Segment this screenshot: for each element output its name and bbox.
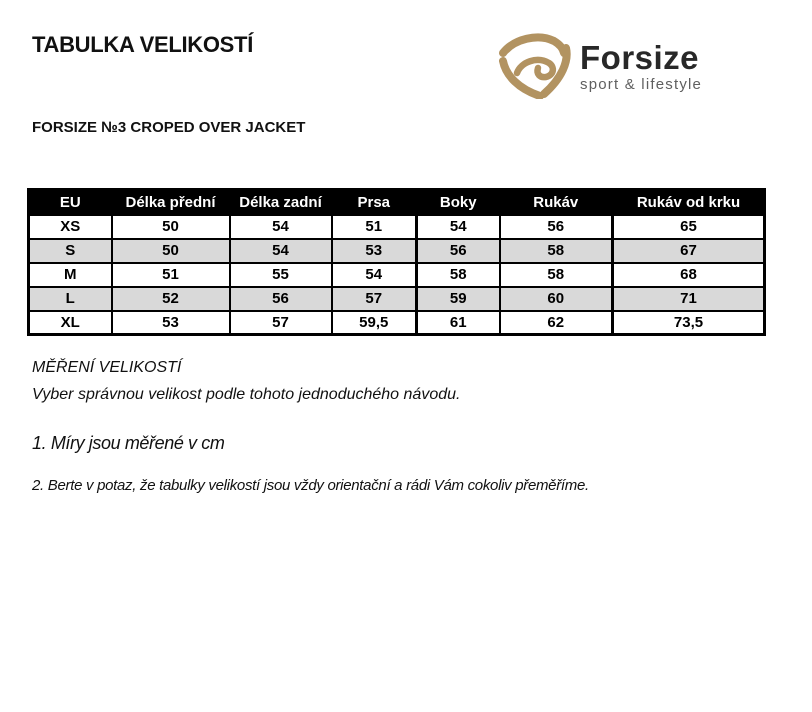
value-cell: 53 [330,237,418,264]
value-cell: 68 [611,261,766,288]
value-cell: 51 [330,213,418,240]
table-row-s: S 50 54 53 56 58 67 [27,237,766,264]
value-cell: 56 [415,237,501,264]
value-cell: 58 [415,261,501,288]
value-cell: 54 [415,213,501,240]
table-row-l: L 52 56 57 59 60 71 [27,285,766,312]
notes-heading: MĚŘENÍ VELIKOSTÍ [32,359,182,376]
value-cell: 59 [415,285,501,312]
size-cell: S [27,237,113,264]
value-cell: 51 [110,261,231,288]
header-cell-eu: EU [27,188,113,216]
table-row-xs: XS 50 54 51 54 56 65 [27,213,766,240]
value-cell: 57 [228,309,333,336]
note-disclaimer: 2. Berte v potaz, že tabulky velikostí j… [32,477,589,494]
value-cell: 67 [611,237,766,264]
header-cell-rukav: Rukáv [498,188,614,216]
note-measure-units: 1. Míry jsou měřené v cm [32,433,225,453]
size-table: EU Délka přední Délka zadní Prsa Boky Ru… [27,188,766,336]
value-cell: 54 [228,213,333,240]
product-subtitle: FORSIZE №3 CROPED OVER JACKET [32,119,306,136]
value-cell: 53 [110,309,231,336]
header-cell-delka-zadni: Délka zadní [228,188,333,216]
brand-tagline: sport & lifestyle [580,76,703,93]
brand-name: Forsize [580,39,700,76]
value-cell: 61 [415,309,501,336]
size-cell: L [27,285,113,312]
value-cell: 58 [498,261,614,288]
value-cell: 54 [228,237,333,264]
table-row-m: M 51 55 54 58 58 68 [27,261,766,288]
value-cell: 62 [498,309,614,336]
value-cell: 56 [228,285,333,312]
value-cell: 55 [228,261,333,288]
notes-intro: Vyber správnou velikost podle tohoto jed… [32,386,461,403]
brand-text: Forsize sport & lifestyle [580,31,702,94]
brand-logo: Forsize sport & lifestyle [498,31,702,100]
header-cell-rukav-od-krku: Rukáv od krku [611,188,766,216]
header-cell-delka-predni: Délka přední [110,188,231,216]
value-cell: 58 [498,237,614,264]
value-cell: 50 [110,237,231,264]
forsize-shield-swoosh-icon [498,31,572,100]
value-cell: 71 [611,285,766,312]
value-cell: 73,5 [611,309,766,336]
value-cell: 59,5 [330,309,418,336]
header-cell-boky: Boky [415,188,501,216]
value-cell: 57 [330,285,418,312]
table-row-xl: XL 53 57 59,5 61 62 73,5 [27,309,766,336]
page-title: TABULKA VELIKOSTÍ [32,32,254,57]
size-cell: XL [27,309,113,336]
size-cell: M [27,261,113,288]
size-cell: XS [27,213,113,240]
value-cell: 54 [330,261,418,288]
value-cell: 60 [498,285,614,312]
value-cell: 65 [611,213,766,240]
value-cell: 56 [498,213,614,240]
size-table-header-row: EU Délka přední Délka zadní Prsa Boky Ru… [27,188,766,216]
value-cell: 50 [110,213,231,240]
value-cell: 52 [110,285,231,312]
header-cell-prsa: Prsa [330,188,418,216]
